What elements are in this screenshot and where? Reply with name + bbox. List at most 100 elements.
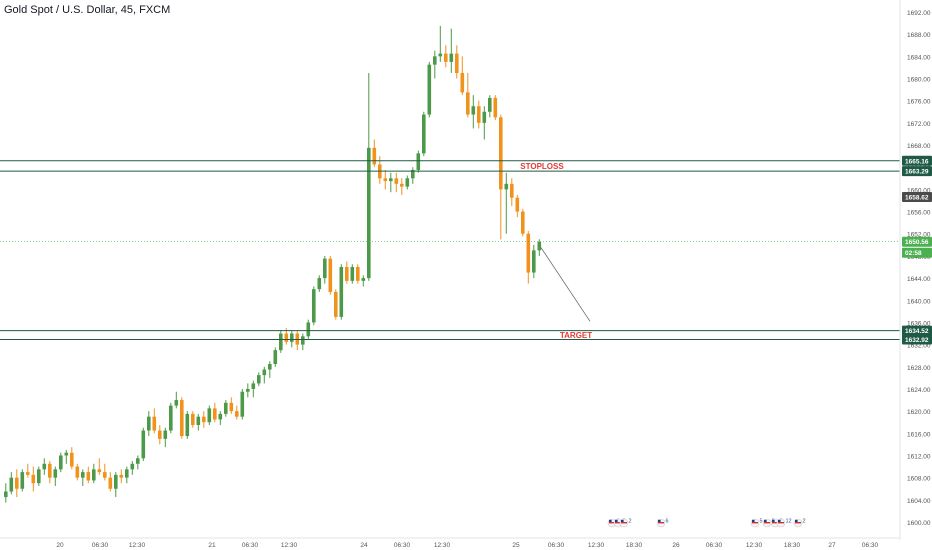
time-axis[interactable]: 20 06:30 12:30 21 06:30 12:30 24 06:30 12:30 25 06… bbox=[0, 537, 900, 549]
candle-body bbox=[493, 97, 498, 118]
candle bbox=[488, 95, 492, 118]
stoploss-annotation[interactable]: STOPLOSS bbox=[520, 162, 564, 171]
candle-body bbox=[20, 472, 25, 489]
candle bbox=[42, 458, 47, 475]
time-tick-label: 06:30 bbox=[706, 542, 723, 549]
event-flag[interactable]: 6 bbox=[656, 519, 669, 528]
event-flag[interactable]: 2 bbox=[793, 519, 806, 528]
candle bbox=[394, 172, 399, 193]
candle bbox=[350, 264, 355, 284]
candle bbox=[411, 167, 415, 184]
level-marker-stoploss-upper: 1665.16 bbox=[902, 155, 932, 166]
flag-stripe bbox=[621, 522, 627, 524]
time-tick-label: 27 bbox=[828, 542, 836, 549]
candle bbox=[235, 405, 239, 420]
candle-body bbox=[284, 333, 289, 342]
candle-body bbox=[328, 258, 333, 292]
candle-body bbox=[141, 430, 146, 459]
candle bbox=[493, 95, 498, 121]
candles-layer bbox=[4, 25, 542, 503]
symbol-title: Gold Spot / U.S. Dollar, 45, FXCM bbox=[4, 4, 171, 16]
candle bbox=[301, 333, 305, 351]
candle-body bbox=[356, 267, 360, 281]
candle-body bbox=[290, 333, 294, 342]
candle bbox=[152, 408, 157, 434]
candle bbox=[268, 361, 272, 378]
price-tick-label: 1604.00 bbox=[907, 498, 931, 505]
candle bbox=[334, 289, 338, 320]
price-tick-label: 1656.00 bbox=[907, 210, 931, 217]
projection-trend-line[interactable] bbox=[540, 247, 591, 322]
candle-body bbox=[537, 241, 542, 251]
flag-canton bbox=[615, 519, 618, 522]
candle bbox=[372, 139, 377, 168]
candle-body bbox=[526, 233, 531, 273]
candle-body bbox=[119, 474, 124, 478]
candle bbox=[81, 469, 85, 486]
candle-body bbox=[59, 455, 63, 470]
candle-body bbox=[504, 183, 509, 190]
candle bbox=[482, 106, 487, 140]
candle-body bbox=[229, 402, 234, 412]
candle bbox=[510, 178, 514, 207]
price-tick-label: 1616.00 bbox=[907, 431, 931, 438]
candle bbox=[405, 175, 410, 190]
time-tick-label: 26 bbox=[672, 542, 680, 549]
price-tick-label: 1628.00 bbox=[907, 365, 931, 372]
prev-close-marker-label: 1658.62 bbox=[905, 195, 929, 202]
event-flag[interactable]: 12 bbox=[776, 519, 792, 528]
event-count-label: 5 bbox=[760, 519, 763, 525]
candle bbox=[367, 72, 371, 281]
event-flag[interactable]: 5 bbox=[750, 519, 763, 528]
candle-body bbox=[317, 278, 322, 290]
target-annotation[interactable]: TARGET bbox=[560, 331, 592, 340]
candle bbox=[20, 469, 25, 492]
candle-body bbox=[350, 267, 355, 281]
level-marker-target-upper: 1634.52 bbox=[902, 325, 932, 336]
candle-body bbox=[224, 402, 228, 414]
event-flag[interactable]: 2 bbox=[619, 519, 632, 528]
candle bbox=[427, 61, 432, 118]
time-tick-label: 06:30 bbox=[548, 542, 565, 549]
level-marker-stoploss-lower-bg bbox=[902, 166, 932, 177]
flag-canton bbox=[778, 519, 781, 522]
level-marker-target-upper-bg bbox=[902, 325, 932, 336]
candle bbox=[213, 402, 217, 423]
candle-body bbox=[306, 322, 311, 337]
candle-body bbox=[455, 53, 459, 73]
candle bbox=[4, 483, 8, 503]
price-tick-label: 1632.00 bbox=[907, 343, 931, 350]
flag-canton bbox=[772, 519, 775, 522]
candle-body bbox=[42, 463, 47, 470]
candle-body bbox=[152, 416, 157, 431]
candle bbox=[229, 397, 234, 414]
candle-body bbox=[488, 97, 492, 112]
candle-body bbox=[53, 469, 58, 478]
level-marker-stoploss-upper-bg bbox=[902, 155, 932, 166]
flag-stripe bbox=[609, 522, 615, 524]
level-marker-stoploss-lower: 1663.29 bbox=[902, 166, 932, 177]
candle bbox=[466, 72, 470, 118]
economic-events[interactable]: 6826522122 bbox=[607, 519, 806, 528]
price-tick-label: 1608.00 bbox=[907, 476, 931, 483]
level-marker-stoploss-upper-label: 1665.16 bbox=[905, 158, 929, 165]
last-price-marker-label: 1650.56 bbox=[905, 239, 929, 246]
candle-body bbox=[147, 416, 151, 431]
candle-body bbox=[422, 114, 426, 154]
price-tick-label: 1672.00 bbox=[907, 121, 931, 128]
candle-body bbox=[466, 92, 470, 115]
candle bbox=[389, 172, 393, 193]
candle bbox=[191, 411, 195, 428]
price-axis[interactable]: 1600.00 1604.00 1608.00 1612.00 1616.00 1620.… bbox=[899, 0, 932, 550]
candle-body bbox=[64, 452, 69, 456]
candle bbox=[53, 466, 58, 486]
price-axis-background bbox=[900, 0, 932, 550]
candle-body bbox=[207, 408, 212, 423]
last-price-marker-bg bbox=[902, 236, 932, 247]
candle-body bbox=[433, 56, 437, 65]
candle bbox=[108, 472, 113, 492]
candle bbox=[515, 194, 520, 218]
candle bbox=[180, 397, 184, 439]
candle-body bbox=[86, 472, 91, 481]
